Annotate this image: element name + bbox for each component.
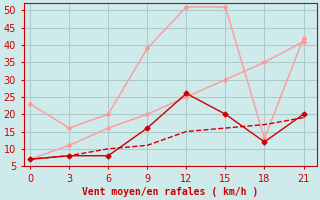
X-axis label: Vent moyen/en rafales ( km/h ): Vent moyen/en rafales ( km/h ) bbox=[82, 187, 258, 197]
